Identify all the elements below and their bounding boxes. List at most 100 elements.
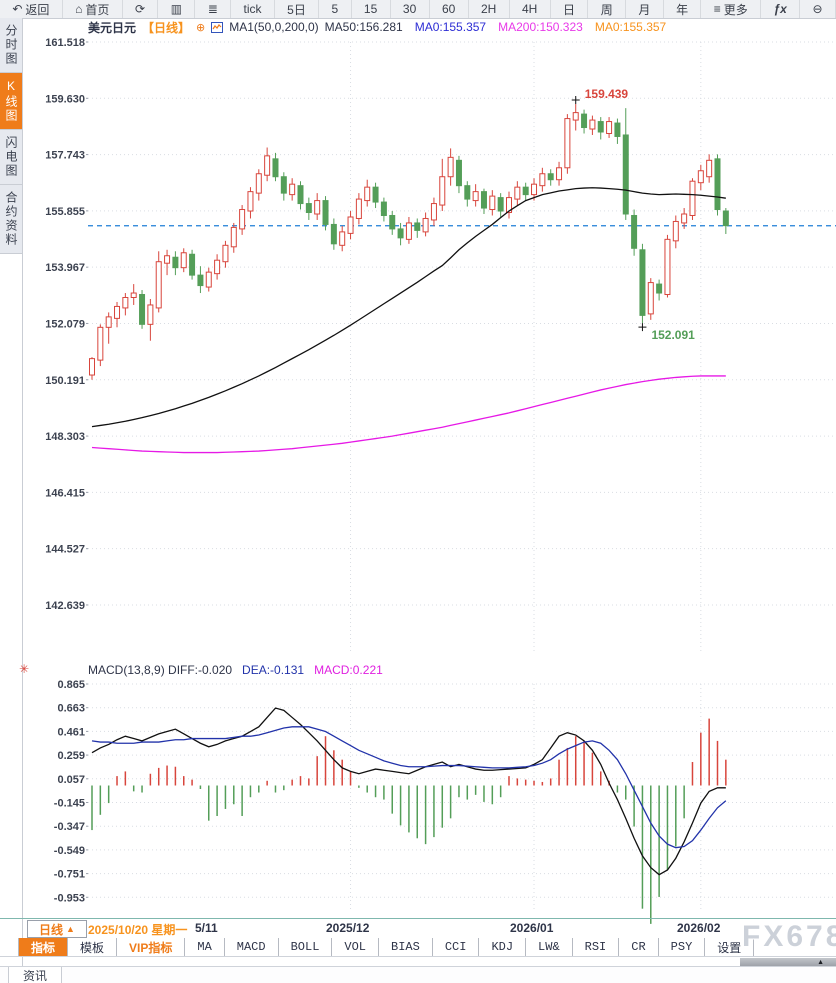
zoom-out-icon: ⊖: [812, 2, 823, 16]
macd-value-label: MACD(13,8,9) DIFF:-0.020: [88, 663, 233, 677]
ma-value-label: MA0:155.357: [414, 20, 487, 34]
toolbar-label: 年: [676, 2, 689, 17]
indicator-button-MA[interactable]: MA: [185, 938, 225, 956]
chevron-up-icon: ▲: [66, 924, 75, 934]
refresh-button[interactable]: ⟳: [123, 0, 159, 18]
toolbar-label: tick: [243, 2, 262, 16]
period-day[interactable]: 日: [551, 0, 589, 18]
svg-text:-0.751: -0.751: [54, 869, 85, 881]
svg-text:159.630: 159.630: [45, 93, 85, 105]
svg-text:161.518: 161.518: [45, 37, 85, 49]
back-button[interactable]: ↶ 返回: [0, 0, 63, 18]
period-2h[interactable]: 2H: [469, 0, 510, 18]
page-indicator: 5/11: [195, 921, 218, 935]
toolbar-label: 60: [441, 2, 456, 16]
indicator-button-RSI[interactable]: RSI: [573, 938, 620, 956]
chart-header: 美元日元 【日线】 ⊕ MA1(50,0,200,0) MA50:156.281…: [22, 18, 836, 36]
sidebar-tab-合约资料[interactable]: 合约资料: [0, 185, 22, 254]
sliders-icon: ≣: [207, 2, 218, 16]
indicator-button-PSY[interactable]: PSY: [659, 938, 706, 956]
indicator-button-CR[interactable]: CR: [619, 938, 659, 956]
add-indicator-icon[interactable]: ⊕: [196, 21, 206, 34]
period-tick[interactable]: tick: [231, 0, 275, 18]
indicator-button-BOLL[interactable]: BOLL: [279, 938, 333, 956]
candlestick-chart[interactable]: 161.518 159.630 157.743 155.855 153.967 152.0…: [22, 36, 836, 660]
more-button[interactable]: ≡ 更多: [701, 0, 762, 18]
ma-value-label: MA50:156.281: [324, 20, 403, 34]
indicator-button-设置[interactable]: 设置: [705, 938, 755, 956]
top-toolbar: ↶ 返回 ⌂ 首页 ⟳ ▥ ≣ tick 5日 5 15 30 60 2H 4H 日周月年 ≡ 更多 ƒx ⊖: [0, 0, 836, 19]
chart-bottom-separator: [0, 918, 836, 919]
ma-value-label: MA0:155.357: [594, 20, 667, 34]
month-label: 2025/12: [326, 921, 370, 935]
sidebar-tab-分时图[interactable]: 分时图: [0, 18, 22, 73]
toolbar-label: 首页: [85, 2, 110, 17]
indicator-button-模板[interactable]: 模板: [68, 938, 118, 956]
sidebar-tab-闪电图[interactable]: 闪电图: [0, 130, 22, 185]
svg-text:-0.953: -0.953: [54, 892, 85, 904]
toolbar-label: 返回: [25, 2, 50, 17]
period-month[interactable]: 月: [626, 0, 664, 18]
news-tab[interactable]: 资讯: [8, 967, 63, 983]
toolbar-label: 5日: [287, 2, 306, 17]
toolbar-label: 周: [600, 2, 613, 17]
indicator-button-指标[interactable]: 指标: [18, 938, 69, 956]
fx-icon: ƒx: [773, 2, 787, 16]
sidebar-tab-K线图[interactable]: K线图: [0, 73, 22, 130]
chart-type-icon[interactable]: [211, 21, 224, 33]
ma-values: MA50:156.281 MA0:155.357 MA200:150.323 MA0:…: [325, 20, 667, 34]
indicator-button-MACD[interactable]: MACD: [225, 938, 279, 956]
period-5[interactable]: 5: [319, 0, 352, 18]
period-15[interactable]: 15: [352, 0, 391, 18]
back-icon: ↶: [12, 2, 23, 16]
period-4h[interactable]: 4H: [510, 0, 551, 18]
toolbar-label: 月: [638, 2, 651, 17]
indicator-button-VIP指标[interactable]: VIP指标: [117, 938, 186, 956]
indicator-button-KDJ[interactable]: KDJ: [479, 938, 527, 956]
svg-text:157.743: 157.743: [45, 150, 85, 162]
period-5d[interactable]: 5日: [275, 0, 320, 18]
svg-text:144.527: 144.527: [45, 544, 85, 556]
month-label: 2026/02: [677, 921, 721, 935]
period-selector-box[interactable]: 日线 ▲: [27, 920, 87, 938]
symbol-name: 美元日元: [88, 20, 137, 35]
toolbar-label: 4H: [522, 2, 538, 16]
svg-text:150.191: 150.191: [45, 375, 85, 387]
chart-button[interactable]: ▥: [158, 0, 196, 18]
horizontal-scrollbar[interactable]: ▲: [740, 958, 836, 966]
svg-text:146.415: 146.415: [45, 487, 85, 499]
indicator-button-CCI[interactable]: CCI: [433, 938, 480, 956]
toolbar-label: 日: [563, 2, 576, 17]
svg-text:0.259: 0.259: [57, 750, 85, 762]
macd-pane-settings-icon[interactable]: ✳: [19, 662, 30, 676]
period-30[interactable]: 30: [391, 0, 430, 18]
scroll-up-icon: ▲: [817, 958, 824, 966]
svg-text:0.057: 0.057: [57, 774, 85, 786]
period-week[interactable]: 周: [588, 0, 627, 18]
svg-text:0.865: 0.865: [57, 679, 85, 691]
indicator-button-VOL[interactable]: VOL: [332, 938, 380, 956]
sliders-button[interactable]: ≣: [195, 0, 232, 18]
period-60[interactable]: 60: [430, 0, 469, 18]
month-label: 2026/01: [510, 921, 554, 935]
indicator-button-LW&[interactable]: LW&: [526, 938, 573, 956]
fx-button[interactable]: ƒx: [761, 0, 801, 18]
x-axis-row: 日线 ▲ 2025/10/20 星期一 5/11 2025/12 2026/01 2…: [22, 919, 836, 938]
period-year[interactable]: 年: [664, 0, 702, 18]
period-selector-label: 日线: [39, 922, 64, 937]
svg-text:153.967: 153.967: [45, 262, 85, 274]
ma-value-label: MA200:150.323: [498, 20, 583, 34]
chart-icon: ▥: [170, 2, 183, 16]
svg-text:142.639: 142.639: [45, 600, 85, 612]
macd-value-label: DEA:-0.131: [242, 663, 305, 677]
home-button[interactable]: ⌂ 首页: [63, 0, 123, 18]
indicator-button-BIAS[interactable]: BIAS: [379, 938, 433, 956]
macd-value-label: MACD:0.221: [314, 663, 383, 677]
macd-chart[interactable]: 0.865 0.663 0.461 0.259 0.057 -0.145 -0.347 -0.…: [22, 679, 836, 924]
svg-text:148.303: 148.303: [45, 431, 85, 443]
period-tag: 【日线】: [142, 20, 191, 35]
refresh-icon: ⟳: [135, 2, 146, 16]
svg-text:0.663: 0.663: [57, 703, 85, 715]
zoom-out-button[interactable]: ⊖: [800, 0, 836, 18]
